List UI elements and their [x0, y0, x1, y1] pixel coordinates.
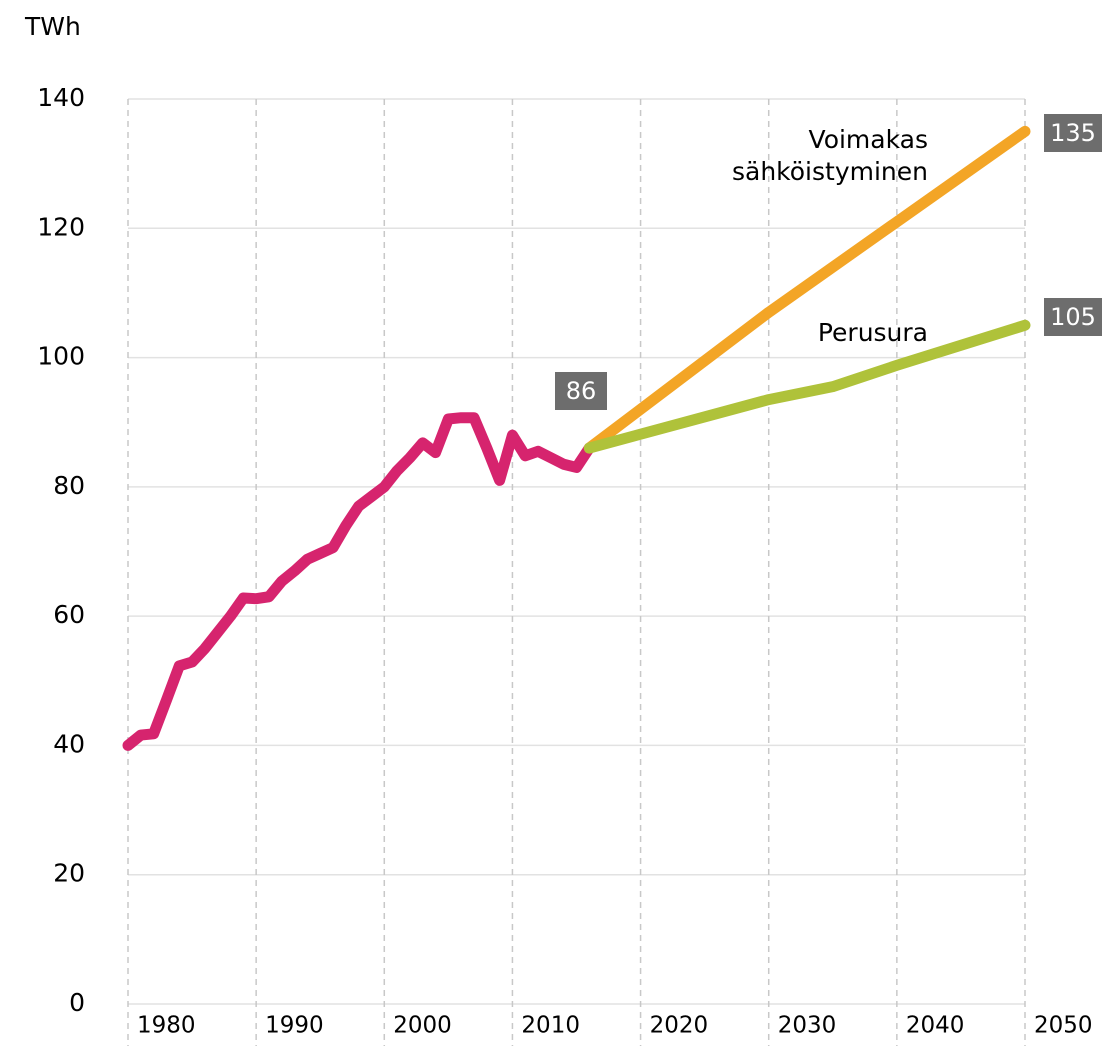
x-tick-label: 2040 [906, 1013, 965, 1039]
series-label: Perusura [817, 318, 928, 347]
x-tick-label: 1980 [137, 1013, 196, 1039]
value-label: 135 [1044, 114, 1102, 152]
x-tick-label: 2050 [1034, 1013, 1093, 1039]
y-tick-label: 140 [37, 83, 85, 112]
series-line [583, 319, 1031, 454]
x-tick-label: 2010 [521, 1013, 580, 1039]
y-tick-label: 40 [53, 729, 85, 758]
value-label-box [555, 372, 607, 410]
y-tick-label: 0 [69, 988, 85, 1017]
value-label-text: 135 [1050, 119, 1096, 147]
y-axis-label: TWh [24, 12, 81, 41]
value-label: 105 [1044, 298, 1102, 336]
y-tick-label: 20 [53, 859, 85, 888]
value-label-text: 105 [1050, 303, 1096, 331]
y-tick-label: 60 [53, 600, 85, 629]
series-label: Voimakas sähköistyminen [731, 125, 928, 186]
value-label-box [1044, 114, 1102, 152]
x-tick-label: 2000 [393, 1013, 452, 1039]
y-tick-label: 120 [37, 212, 85, 241]
y-tick-label: 80 [53, 471, 85, 500]
x-tick-label: 2020 [650, 1013, 709, 1039]
series-line [122, 412, 595, 751]
series-line [583, 125, 1031, 454]
value-label: 86 [555, 372, 607, 410]
y-tick-label: 100 [37, 342, 85, 371]
value-label-text: 86 [566, 377, 597, 405]
x-tick-label: 1990 [265, 1013, 324, 1039]
x-tick-label: 2030 [778, 1013, 837, 1039]
value-label-box [1044, 298, 1102, 336]
